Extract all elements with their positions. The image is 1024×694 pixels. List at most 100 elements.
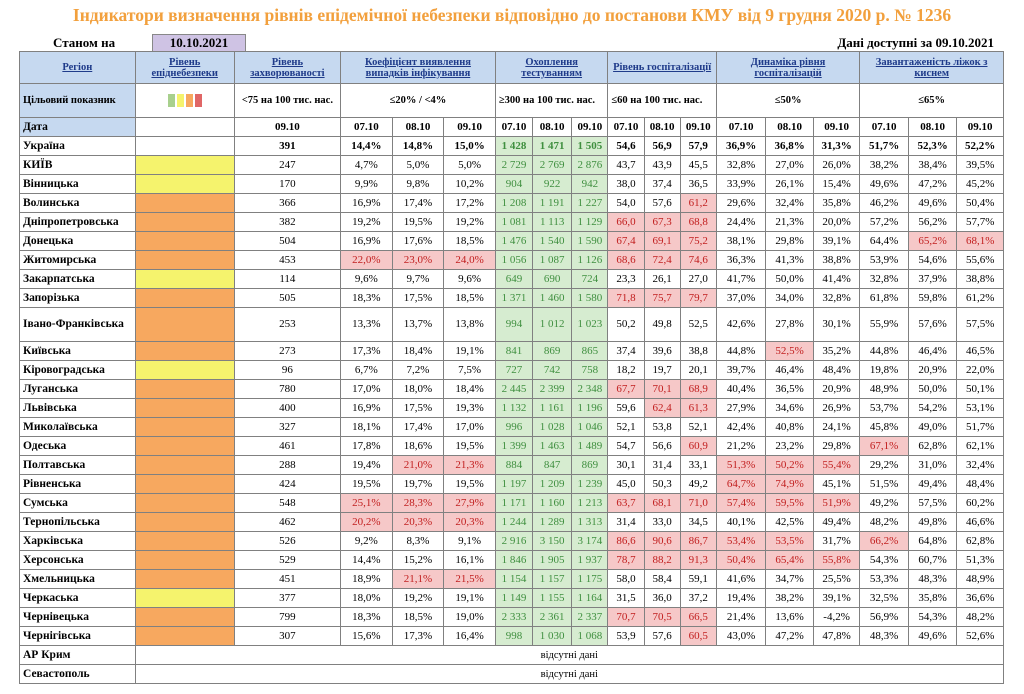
hospitalization-value: 67,3 — [643, 212, 681, 232]
level-indicator — [134, 231, 235, 251]
level-indicator — [134, 250, 235, 270]
detection-value: 17,0% — [340, 379, 393, 399]
detection-value: 23,0% — [391, 250, 445, 270]
hospitalization-value: 62,4 — [643, 398, 681, 418]
hospitalization-value: 37,2 — [679, 588, 717, 608]
hospitalization-value: 26,1 — [643, 269, 681, 289]
oxygen-value: 49,4% — [907, 474, 958, 494]
testing-value: 1 471 — [532, 136, 573, 156]
hospitalization-value: 37,4 — [607, 341, 645, 361]
testing-value: 1 227 — [571, 193, 609, 213]
header-incidence: Рівень захворюваності — [233, 51, 342, 84]
oxygen-value: 46,2% — [859, 193, 909, 213]
table-row: Тернопільська 462 20,2% 20,3% 20,3% 1 244 1 28… — [19, 512, 1004, 532]
dynamics-value: 26,1% — [765, 174, 814, 194]
region-name: Чернігівська — [19, 626, 136, 646]
hospitalization-value: 59,6 — [607, 398, 645, 418]
region-name: Київська — [19, 341, 136, 361]
detection-value: 9,6% — [340, 269, 393, 289]
incidence-value: 366 — [233, 193, 342, 213]
testing-value: 996 — [494, 417, 534, 437]
hospitalization-value: 54,0 — [607, 193, 645, 213]
testing-value: 841 — [494, 341, 534, 361]
dynamics-value: 57,4% — [715, 493, 767, 513]
oxygen-value: 49,6% — [907, 626, 958, 646]
dynamics-value: 24,4% — [715, 212, 767, 232]
region-name: Кіровоградська — [19, 360, 136, 380]
hospitalization-value: 30,1 — [607, 455, 645, 475]
oxygen-value: 56,2% — [907, 212, 958, 232]
detection-value: 9,7% — [391, 269, 445, 289]
header-level: Рівень епіднебезпеки — [134, 51, 235, 84]
testing-value: 3 174 — [571, 531, 609, 551]
target-label: Цільовий показник — [19, 83, 136, 118]
incidence-value: 391 — [233, 136, 342, 156]
date-test-1: 07.10 — [494, 117, 534, 137]
level-indicator — [134, 155, 235, 175]
hospitalization-value: 54,6 — [607, 136, 645, 156]
detection-value: 28,3% — [391, 493, 445, 513]
detection-value: 19,4% — [340, 455, 393, 475]
dynamics-value: 27,9% — [715, 398, 767, 418]
incidence-value: 451 — [233, 569, 342, 589]
testing-value: 2 876 — [571, 155, 609, 175]
detection-value: 25,1% — [340, 493, 393, 513]
level-indicator — [134, 417, 235, 437]
region-name: Чернівецька — [19, 607, 136, 627]
testing-value: 2 333 — [494, 607, 534, 627]
region-name: Дніпропетровська — [19, 212, 136, 232]
detection-value: 9,6% — [443, 269, 496, 289]
dynamics-value: 21,4% — [715, 607, 767, 627]
hospitalization-value: 31,4 — [607, 512, 645, 532]
testing-value: 1 081 — [494, 212, 534, 232]
oxygen-value: 65,2% — [907, 231, 958, 251]
hospitalization-value: 74,6 — [679, 250, 717, 270]
level-indicator — [134, 379, 235, 399]
dynamics-value: 19,4% — [715, 588, 767, 608]
level-indicator — [134, 341, 235, 361]
hospitalization-value: 68,6 — [607, 250, 645, 270]
testing-value: 1 399 — [494, 436, 534, 456]
testing-value: 727 — [494, 360, 534, 380]
incidence-value: 247 — [233, 155, 342, 175]
hospitalization-value: 34,5 — [679, 512, 717, 532]
detection-value: 14,4% — [340, 550, 393, 570]
dynamics-value: 29,8% — [812, 436, 861, 456]
dynamics-value: 27,8% — [765, 307, 814, 342]
incidence-value: 273 — [233, 341, 342, 361]
oxygen-value: 59,8% — [907, 288, 958, 308]
detection-value: 20,3% — [391, 512, 445, 532]
hospitalization-value: 50,3 — [643, 474, 681, 494]
oxygen-value: 19,8% — [859, 360, 909, 380]
detection-value: 9,8% — [391, 174, 445, 194]
dynamics-value: 45,1% — [812, 474, 861, 494]
table-row: Миколаївська 327 18,1% 17,4% 17,0% 996 1 028 1 … — [19, 417, 1004, 437]
testing-value: 1 244 — [494, 512, 534, 532]
hospitalization-value: 31,5 — [607, 588, 645, 608]
dynamics-value: 23,2% — [765, 436, 814, 456]
detection-value: 19,1% — [443, 341, 496, 361]
dynamics-value: 21,3% — [765, 212, 814, 232]
table-row: Рівненська 424 19,5% 19,7% 19,5% 1 197 1 209 1 … — [19, 474, 1004, 494]
testing-value: 2 399 — [532, 379, 573, 399]
as-of-label: Станом на — [53, 35, 116, 50]
testing-value: 1 164 — [571, 588, 609, 608]
dynamics-value: 36,9% — [715, 136, 767, 156]
oxygen-value: 22,0% — [956, 360, 1004, 380]
dynamics-value: 40,1% — [715, 512, 767, 532]
region-name: Житомирська — [19, 250, 136, 270]
testing-value: 1 129 — [571, 212, 609, 232]
testing-value: 1 209 — [532, 474, 573, 494]
no-data-note: відсутні дані — [134, 645, 1005, 665]
date-dyn-2: 08.10 — [765, 117, 814, 137]
dynamics-value: 53,4% — [715, 531, 767, 551]
incidence-value: 462 — [233, 512, 342, 532]
testing-value: 690 — [532, 269, 573, 289]
dynamics-value: 26,9% — [812, 398, 861, 418]
testing-value: 1 046 — [571, 417, 609, 437]
dynamics-value: 42,4% — [715, 417, 767, 437]
level-indicator — [134, 360, 235, 380]
legend-swatch-icon — [167, 94, 175, 107]
region-name: Одеська — [19, 436, 136, 456]
testing-value: 998 — [494, 626, 534, 646]
